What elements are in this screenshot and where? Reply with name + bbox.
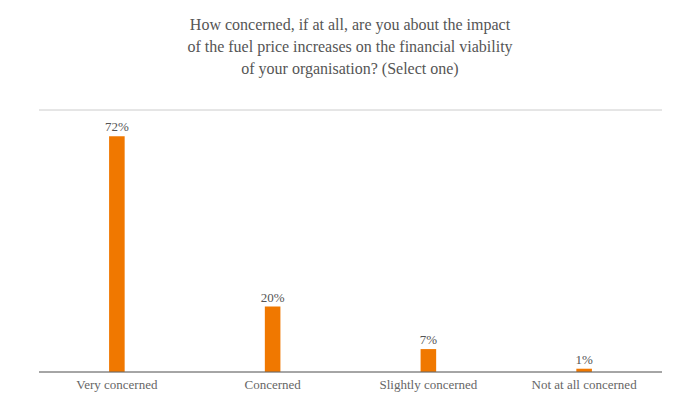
svg-text:Slightly concerned: Slightly concerned — [379, 377, 477, 392]
svg-text:Not at all concerned: Not at all concerned — [532, 377, 638, 392]
html-text:of your organisation? (Select: of your organisation? (Select one) — [241, 60, 459, 77]
svg-text:7%: 7% — [420, 332, 438, 347]
svg-text:20%: 20% — [261, 290, 285, 305]
svg-text:72%: 72% — [105, 119, 129, 134]
html-text:of the fuel price increases on: of the fuel price increases on the finan… — [187, 38, 513, 55]
svg-text:Concerned: Concerned — [244, 377, 301, 392]
html-text:How concerned, if at all, are: How concerned, if at all, are you about … — [189, 16, 511, 33]
svg-text:1%: 1% — [575, 352, 593, 367]
svg-text:Very concerned: Very concerned — [76, 377, 158, 392]
